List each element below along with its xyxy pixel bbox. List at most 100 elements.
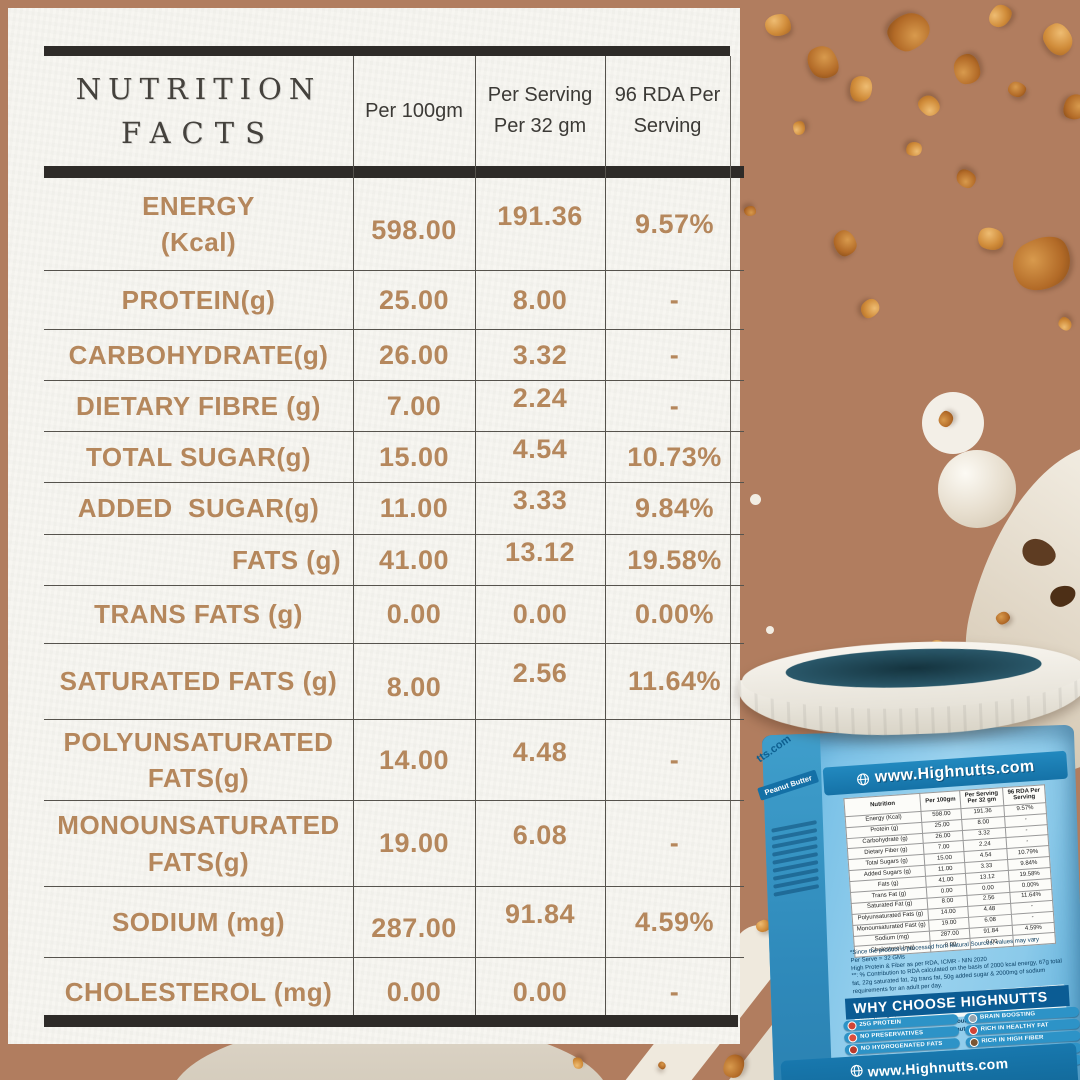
per-100gm-value: 15.00 xyxy=(378,441,450,472)
peanut-crumb xyxy=(882,7,936,57)
rda-value: - xyxy=(669,977,680,1007)
table-row: DIETARY FIBRE (g) 7.00 2.24 - xyxy=(44,381,744,432)
per-100gm-value: 7.00 xyxy=(386,390,442,421)
row-label: SATURATED FATS (g) xyxy=(59,666,338,697)
badge-label: NO PRESERVATIVES xyxy=(860,1030,924,1040)
per-100gm-value: 19.00 xyxy=(378,828,450,858)
badge-icon xyxy=(968,1025,979,1035)
rda-value: 4.59% xyxy=(634,906,715,937)
row-label: DIETARY FIBRE (g) xyxy=(76,390,321,421)
per-serving-value: 91.84 xyxy=(504,898,576,929)
per-100gm-value: 14.00 xyxy=(378,744,450,775)
peanut-crumb xyxy=(952,52,982,86)
badge-label: RICH IN HEALTHY FAT xyxy=(980,1022,1049,1033)
peanut-crumb xyxy=(1059,90,1080,124)
table-row: SODIUM (mg) 287.00 91.84 4.59% xyxy=(44,887,744,958)
column-line xyxy=(730,56,731,1015)
milk-dot xyxy=(750,494,761,505)
row-label: CARBOHYDRATE(g) xyxy=(68,339,329,370)
peanut-crumb xyxy=(1056,314,1074,334)
per-100gm-value: 287.00 xyxy=(371,912,457,943)
rda-value: 10.73% xyxy=(627,441,722,472)
row-label: ADDED SUGAR(g) xyxy=(77,493,320,524)
badge-label: RICH IN HIGH FIBER xyxy=(981,1034,1044,1045)
peanut-crumb xyxy=(1038,19,1078,60)
panel-title-line2: FACTS xyxy=(121,116,276,150)
peanut-crumb xyxy=(904,140,924,158)
per-serving-value: 13.12 xyxy=(504,536,576,567)
column-header-per-serving: Per Serving Per 32 gm xyxy=(487,84,593,137)
rda-value: 0.00% xyxy=(634,599,715,629)
rda-value: - xyxy=(669,339,680,370)
table-row: POLYUNSATURATED FATS(g) 14.00 4.48 - xyxy=(44,720,744,801)
divider-bar xyxy=(44,1015,738,1027)
per-100gm-value: 8.00 xyxy=(386,672,442,702)
table-row: TRANS FATS (g) 0.00 0.00 0.00% xyxy=(44,586,744,644)
per-serving-value: 0.00 xyxy=(512,977,568,1007)
rda-value: 9.57% xyxy=(634,208,715,239)
column-line xyxy=(475,56,476,1015)
per-serving-value: 6.08 xyxy=(512,820,568,850)
panel-title-line1: NUTRITION xyxy=(75,72,322,106)
peanut-crumb xyxy=(831,227,859,259)
tub-lid xyxy=(737,636,1080,748)
peanut-crumb xyxy=(974,223,1008,255)
divider-bar xyxy=(44,46,730,56)
website-band-bottom: www.Highnutts.com xyxy=(780,1042,1080,1080)
per-serving-value: 4.48 xyxy=(512,736,568,767)
per-serving-value: 2.56 xyxy=(512,658,568,688)
per-serving-value: 191.36 xyxy=(497,200,583,231)
tub-label: tts.com Peanut Butter www.Highnutts.com … xyxy=(754,724,1080,1080)
peanut-crumb xyxy=(765,14,791,36)
panel-title: NUTRITION FACTS xyxy=(44,56,353,166)
row-label: POLYUNSATURATED FATS(g) xyxy=(63,726,334,793)
table-row: FATS (g) 41.00 13.12 19.58% xyxy=(44,535,744,586)
row-label: TOTAL SUGAR(g) xyxy=(85,441,312,472)
badge-icon xyxy=(848,1044,859,1055)
website-url: www.Highnutts.com xyxy=(867,1055,1009,1080)
nutrition-facts-panel: NUTRITION FACTS Per 100gm Per Serving Pe… xyxy=(8,8,744,1044)
badge-icon xyxy=(969,1037,979,1047)
row-label: TRANS FATS (g) xyxy=(94,599,303,630)
globe-icon xyxy=(850,1064,863,1077)
per-100gm-value: 41.00 xyxy=(378,544,450,575)
rda-value: - xyxy=(669,284,680,315)
rda-value: 9.84% xyxy=(634,493,715,523)
milk-dot xyxy=(766,626,774,634)
column-header-per-100gm: Per 100gm xyxy=(365,99,463,122)
per-serving-value: 4.54 xyxy=(512,433,568,464)
rda-value: 19.58% xyxy=(627,544,722,575)
per-serving-value: 0.00 xyxy=(512,599,568,629)
badge-icon xyxy=(847,1020,857,1031)
column-header-rda: 96 RDA Per Serving xyxy=(614,84,721,137)
badge-icon xyxy=(847,1032,858,1043)
row-label: PROTEIN(g) xyxy=(121,284,276,315)
row-label: FATS (g) xyxy=(232,544,341,575)
rda-value: 11.64% xyxy=(627,666,722,696)
per-100gm-value: 25.00 xyxy=(378,284,450,315)
website-url: www.Highnutts.com xyxy=(874,757,1036,787)
row-label: CHOLESTEROL (mg) xyxy=(64,977,333,1008)
per-serving-value: 3.32 xyxy=(512,339,568,370)
peanut-crumb xyxy=(857,295,883,322)
per-100gm-value: 598.00 xyxy=(371,214,457,245)
table-row: MONOUNSATURATED FATS(g) 19.00 6.08 - xyxy=(44,801,744,887)
per-100gm-value: 0.00 xyxy=(386,599,442,629)
website-band-top: www.Highnutts.com xyxy=(822,750,1068,796)
milk-drop xyxy=(922,392,984,454)
product-tub: tts.com Peanut Butter www.Highnutts.com … xyxy=(737,636,1080,1080)
badge-label: 25G PROTEIN xyxy=(859,1019,902,1028)
peanut-crumb xyxy=(801,40,845,85)
nutrition-rows: ENERGY (Kcal) 598.00 191.36 9.57% PROTEIN(g)… xyxy=(44,178,744,1027)
table-row: CARBOHYDRATE(g) 26.00 3.32 - xyxy=(44,330,744,381)
per-100gm-value: 0.00 xyxy=(386,977,442,1007)
table-row: SATURATED FATS (g) 8.00 2.56 11.64% xyxy=(44,644,744,720)
per-100gm-value: 11.00 xyxy=(379,493,449,523)
peanut-crumb xyxy=(846,73,876,105)
globe-icon xyxy=(856,772,869,785)
milk-drop xyxy=(938,450,1016,528)
column-line xyxy=(353,56,354,1015)
badge-icon xyxy=(967,1013,978,1023)
peanut-crumb xyxy=(792,120,806,136)
